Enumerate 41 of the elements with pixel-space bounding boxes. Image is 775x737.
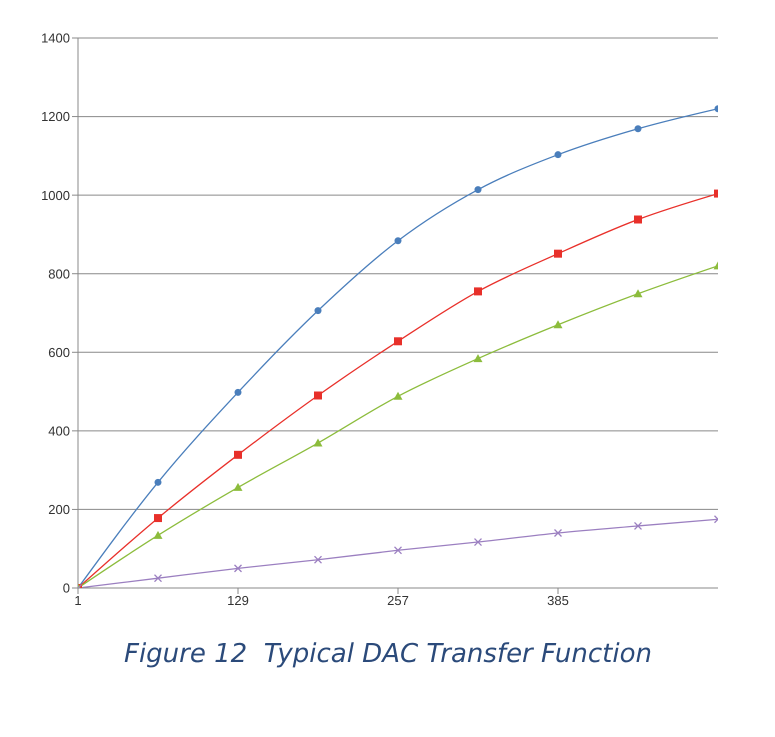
point xyxy=(634,522,642,530)
point xyxy=(474,287,482,296)
y-tick-label: 600 xyxy=(48,344,70,360)
point xyxy=(394,546,402,554)
text: Figure 12 Typical DAC Transfer Function xyxy=(123,639,653,669)
y-tick-label: 1200 xyxy=(41,109,70,124)
point xyxy=(234,450,242,459)
point xyxy=(314,392,322,400)
x-tick-label: 129 xyxy=(227,593,249,608)
x-tick-label: 1 xyxy=(74,593,82,608)
point xyxy=(154,530,162,539)
point xyxy=(634,289,642,298)
point xyxy=(314,556,322,564)
point xyxy=(154,478,162,486)
point xyxy=(554,320,562,328)
y-tick-label: 1400 xyxy=(41,30,70,46)
point xyxy=(394,237,402,244)
point xyxy=(554,151,562,158)
point xyxy=(394,392,402,400)
point xyxy=(394,337,402,346)
point xyxy=(554,528,562,538)
y-tick-label: 800 xyxy=(48,266,70,282)
point xyxy=(314,307,322,314)
x-tick-label: 257 xyxy=(387,593,409,608)
x-tick-label: 385 xyxy=(547,593,569,608)
point xyxy=(474,354,482,362)
point xyxy=(634,216,642,224)
y-tick-label: 1000 xyxy=(41,188,70,203)
point xyxy=(234,564,242,573)
point xyxy=(314,438,322,447)
point xyxy=(154,574,162,582)
point xyxy=(554,250,562,258)
y-tick-label: 200 xyxy=(48,502,70,518)
point xyxy=(234,388,242,396)
point xyxy=(474,538,482,546)
point xyxy=(474,186,482,194)
point xyxy=(634,125,642,132)
point xyxy=(234,482,242,491)
y-tick-label: 0 xyxy=(62,580,70,596)
point xyxy=(154,514,162,522)
y-tick-label: 400 xyxy=(48,423,70,438)
